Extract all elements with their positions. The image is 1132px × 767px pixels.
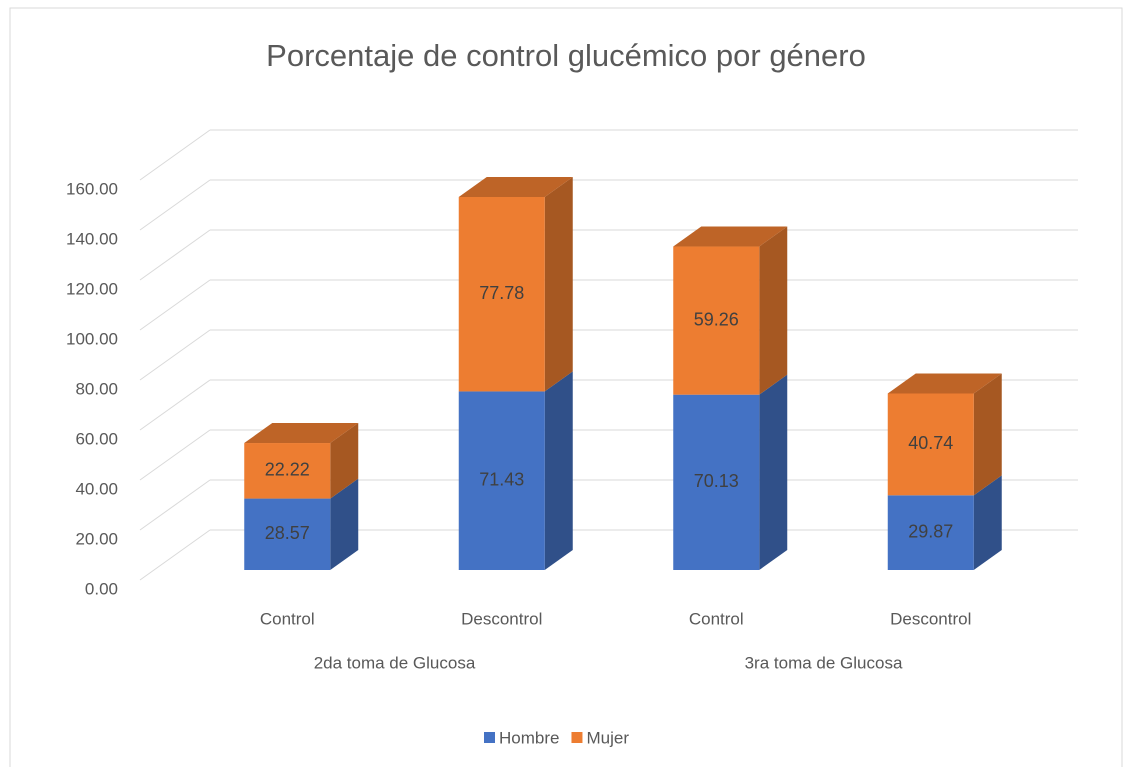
data-label: 71.43	[479, 469, 524, 489]
chart-border	[9, 7, 1123, 767]
grid-line	[139, 179, 211, 231]
data-label: 28.57	[265, 523, 310, 543]
bar-top	[458, 176, 573, 197]
grid-line	[139, 429, 211, 481]
chart-title: Porcentaje de control glucémico por géne…	[266, 38, 866, 73]
bar-side	[330, 423, 359, 499]
data-label: 29.87	[908, 521, 953, 541]
bar-side	[544, 176, 573, 392]
y-tick-label: 80.00	[75, 379, 118, 398]
grid-line	[139, 329, 211, 381]
group-label: 2da toma de Glucosa	[314, 653, 476, 672]
y-tick-label: 120.00	[66, 279, 118, 298]
bar-side	[759, 226, 788, 395]
bar-side	[973, 475, 1002, 570]
bar	[673, 246, 760, 395]
legend-label: Hombre	[499, 728, 559, 747]
grid-line	[139, 479, 211, 531]
bar	[244, 443, 331, 499]
y-tick-label: 100.00	[66, 329, 118, 348]
bar	[887, 495, 974, 570]
data-label: 77.78	[479, 283, 524, 303]
x-tick-label: Descontrol	[461, 609, 542, 628]
bar-side	[330, 478, 359, 570]
data-label: 70.13	[694, 471, 739, 491]
grid-line	[139, 279, 211, 331]
grid-line	[139, 529, 211, 581]
bar	[458, 391, 545, 570]
data-label: 59.26	[694, 309, 739, 329]
grid-line	[139, 229, 211, 281]
legend-swatch	[484, 732, 495, 743]
bar	[887, 393, 974, 496]
data-label: 22.22	[265, 460, 310, 480]
bar-top	[887, 373, 1002, 394]
data-label: 40.74	[908, 433, 953, 453]
y-tick-label: 40.00	[75, 479, 118, 498]
bar-top	[244, 423, 359, 444]
group-label: 3ra toma de Glucosa	[745, 653, 903, 672]
x-tick-label: Descontrol	[890, 609, 971, 628]
grid-line	[139, 129, 211, 181]
bar-top	[673, 226, 788, 247]
bar	[244, 498, 331, 570]
y-tick-label: 0.00	[85, 579, 118, 598]
bar	[673, 394, 760, 570]
y-tick-label: 140.00	[66, 229, 118, 248]
bar-side	[973, 373, 1002, 496]
y-tick-label: 60.00	[75, 429, 118, 448]
y-tick-label: 160.00	[66, 179, 118, 198]
x-tick-label: Control	[689, 609, 744, 628]
bar-side	[544, 371, 573, 570]
bar	[458, 196, 545, 392]
bar-side	[759, 374, 788, 570]
legend-label: Mujer	[586, 728, 629, 747]
legend-swatch	[571, 732, 583, 743]
x-tick-label: Control	[260, 609, 315, 628]
grid-line	[139, 379, 211, 431]
y-tick-label: 20.00	[75, 529, 118, 548]
